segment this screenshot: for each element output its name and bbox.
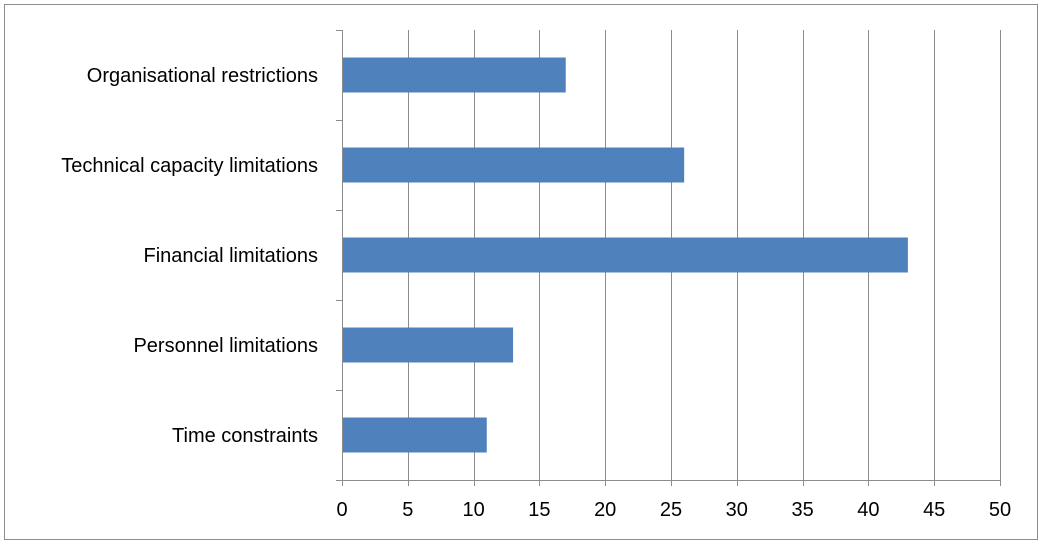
- x-tick-label: 15: [528, 499, 550, 521]
- x-tick-label: 25: [660, 499, 682, 521]
- x-tick-labels: 0 5 10 15 20 25 30 35 40 45 50: [336, 499, 1011, 521]
- bars: [342, 57, 908, 453]
- x-tick-label: 35: [791, 499, 813, 521]
- axes: [336, 30, 1001, 486]
- x-tick-label: 5: [402, 499, 413, 521]
- x-tick-label: 45: [923, 499, 945, 521]
- x-tick-label: 30: [726, 499, 748, 521]
- category-labels: Organisational restrictions Technical cap…: [61, 65, 318, 447]
- category-label: Technical capacity limitations: [61, 155, 318, 177]
- x-tick-label: 10: [462, 499, 484, 521]
- category-label: Time constraints: [172, 425, 318, 447]
- bar: [342, 327, 514, 363]
- category-label: Organisational restrictions: [87, 65, 318, 87]
- category-label: Financial limitations: [143, 245, 318, 267]
- bar: [342, 147, 685, 183]
- gridlines: [408, 30, 1001, 480]
- x-tick-label: 40: [857, 499, 879, 521]
- x-tick-label: 0: [336, 499, 347, 521]
- bar: [342, 417, 487, 453]
- category-label: Personnel limitations: [133, 335, 318, 357]
- bar: [342, 57, 566, 93]
- x-tick-label: 50: [989, 499, 1011, 521]
- bar: [342, 237, 908, 273]
- x-tick-label: 20: [594, 499, 616, 521]
